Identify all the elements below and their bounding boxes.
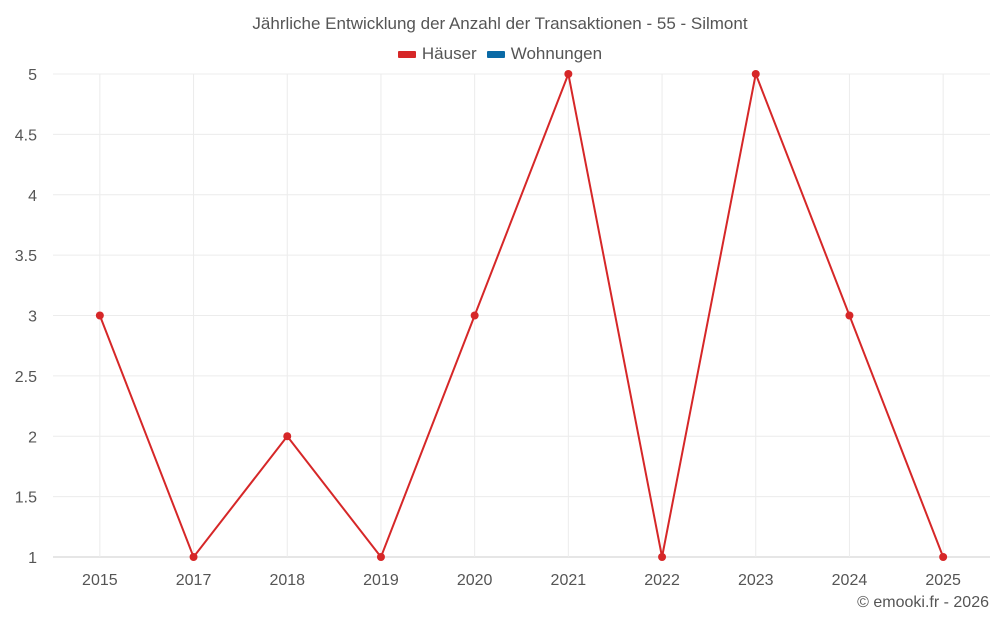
x-tick-label: 2020 <box>457 572 493 589</box>
data-point[interactable] <box>470 311 479 320</box>
data-point[interactable] <box>189 553 198 561</box>
legend-swatch-haeuser <box>397 50 416 58</box>
data-point[interactable] <box>376 553 385 561</box>
y-tick-label: 3.5 <box>15 248 37 265</box>
data-point[interactable] <box>95 311 104 320</box>
x-tick-label: 2015 <box>82 572 118 589</box>
x-tick-label: 2017 <box>176 572 212 589</box>
y-tick-label: 5 <box>28 67 37 84</box>
credit-text: © emooki.fr - 2026 <box>857 594 989 611</box>
legend: Häuser Wohnungen <box>0 44 1000 64</box>
legend-label-wohnungen: Wohnungen <box>510 44 603 63</box>
y-tick-label: 4.5 <box>15 127 37 144</box>
chart-title: Jährliche Entwicklung der Anzahl der Tra… <box>252 14 748 33</box>
x-tick-label: 2024 <box>832 572 868 589</box>
data-point[interactable] <box>283 432 292 441</box>
x-tick-label: 2019 <box>363 572 399 589</box>
series-line <box>98 70 945 560</box>
data-point[interactable] <box>845 311 854 320</box>
y-tick-label: 4 <box>28 188 37 205</box>
legend-item-haeuser[interactable]: Häuser <box>397 44 477 64</box>
y-tick-label: 1 <box>28 550 37 567</box>
y-tick-label: 1.5 <box>15 490 37 507</box>
x-tick-label: 2021 <box>551 572 587 589</box>
data-point[interactable] <box>751 70 760 78</box>
y-axis: 1 1.5 2 2.5 3 3.5 4 4.5 5 <box>15 67 37 567</box>
data-point[interactable] <box>658 553 667 561</box>
y-tick-label: 3 <box>28 309 37 326</box>
data-point[interactable] <box>564 70 573 78</box>
x-axis: 2015 2017 2018 2019 2020 2021 2022 2023 2024 2025 <box>82 572 961 589</box>
x-tick-label: 2023 <box>738 572 774 589</box>
data-point[interactable] <box>939 553 948 561</box>
x-tick-label: 2022 <box>644 572 680 589</box>
y-tick-label: 2.5 <box>15 369 37 386</box>
legend-label-haeuser: Häuser <box>421 44 477 63</box>
y-tick-label: 2 <box>28 429 37 446</box>
legend-item-wohnungen[interactable]: Wohnungen <box>486 44 603 64</box>
grid-lines <box>53 73 990 558</box>
series-haeuser <box>95 70 948 561</box>
x-tick-label: 2025 <box>925 572 961 589</box>
x-tick-label: 2018 <box>269 572 305 589</box>
legend-swatch-wohnungen <box>486 50 505 58</box>
